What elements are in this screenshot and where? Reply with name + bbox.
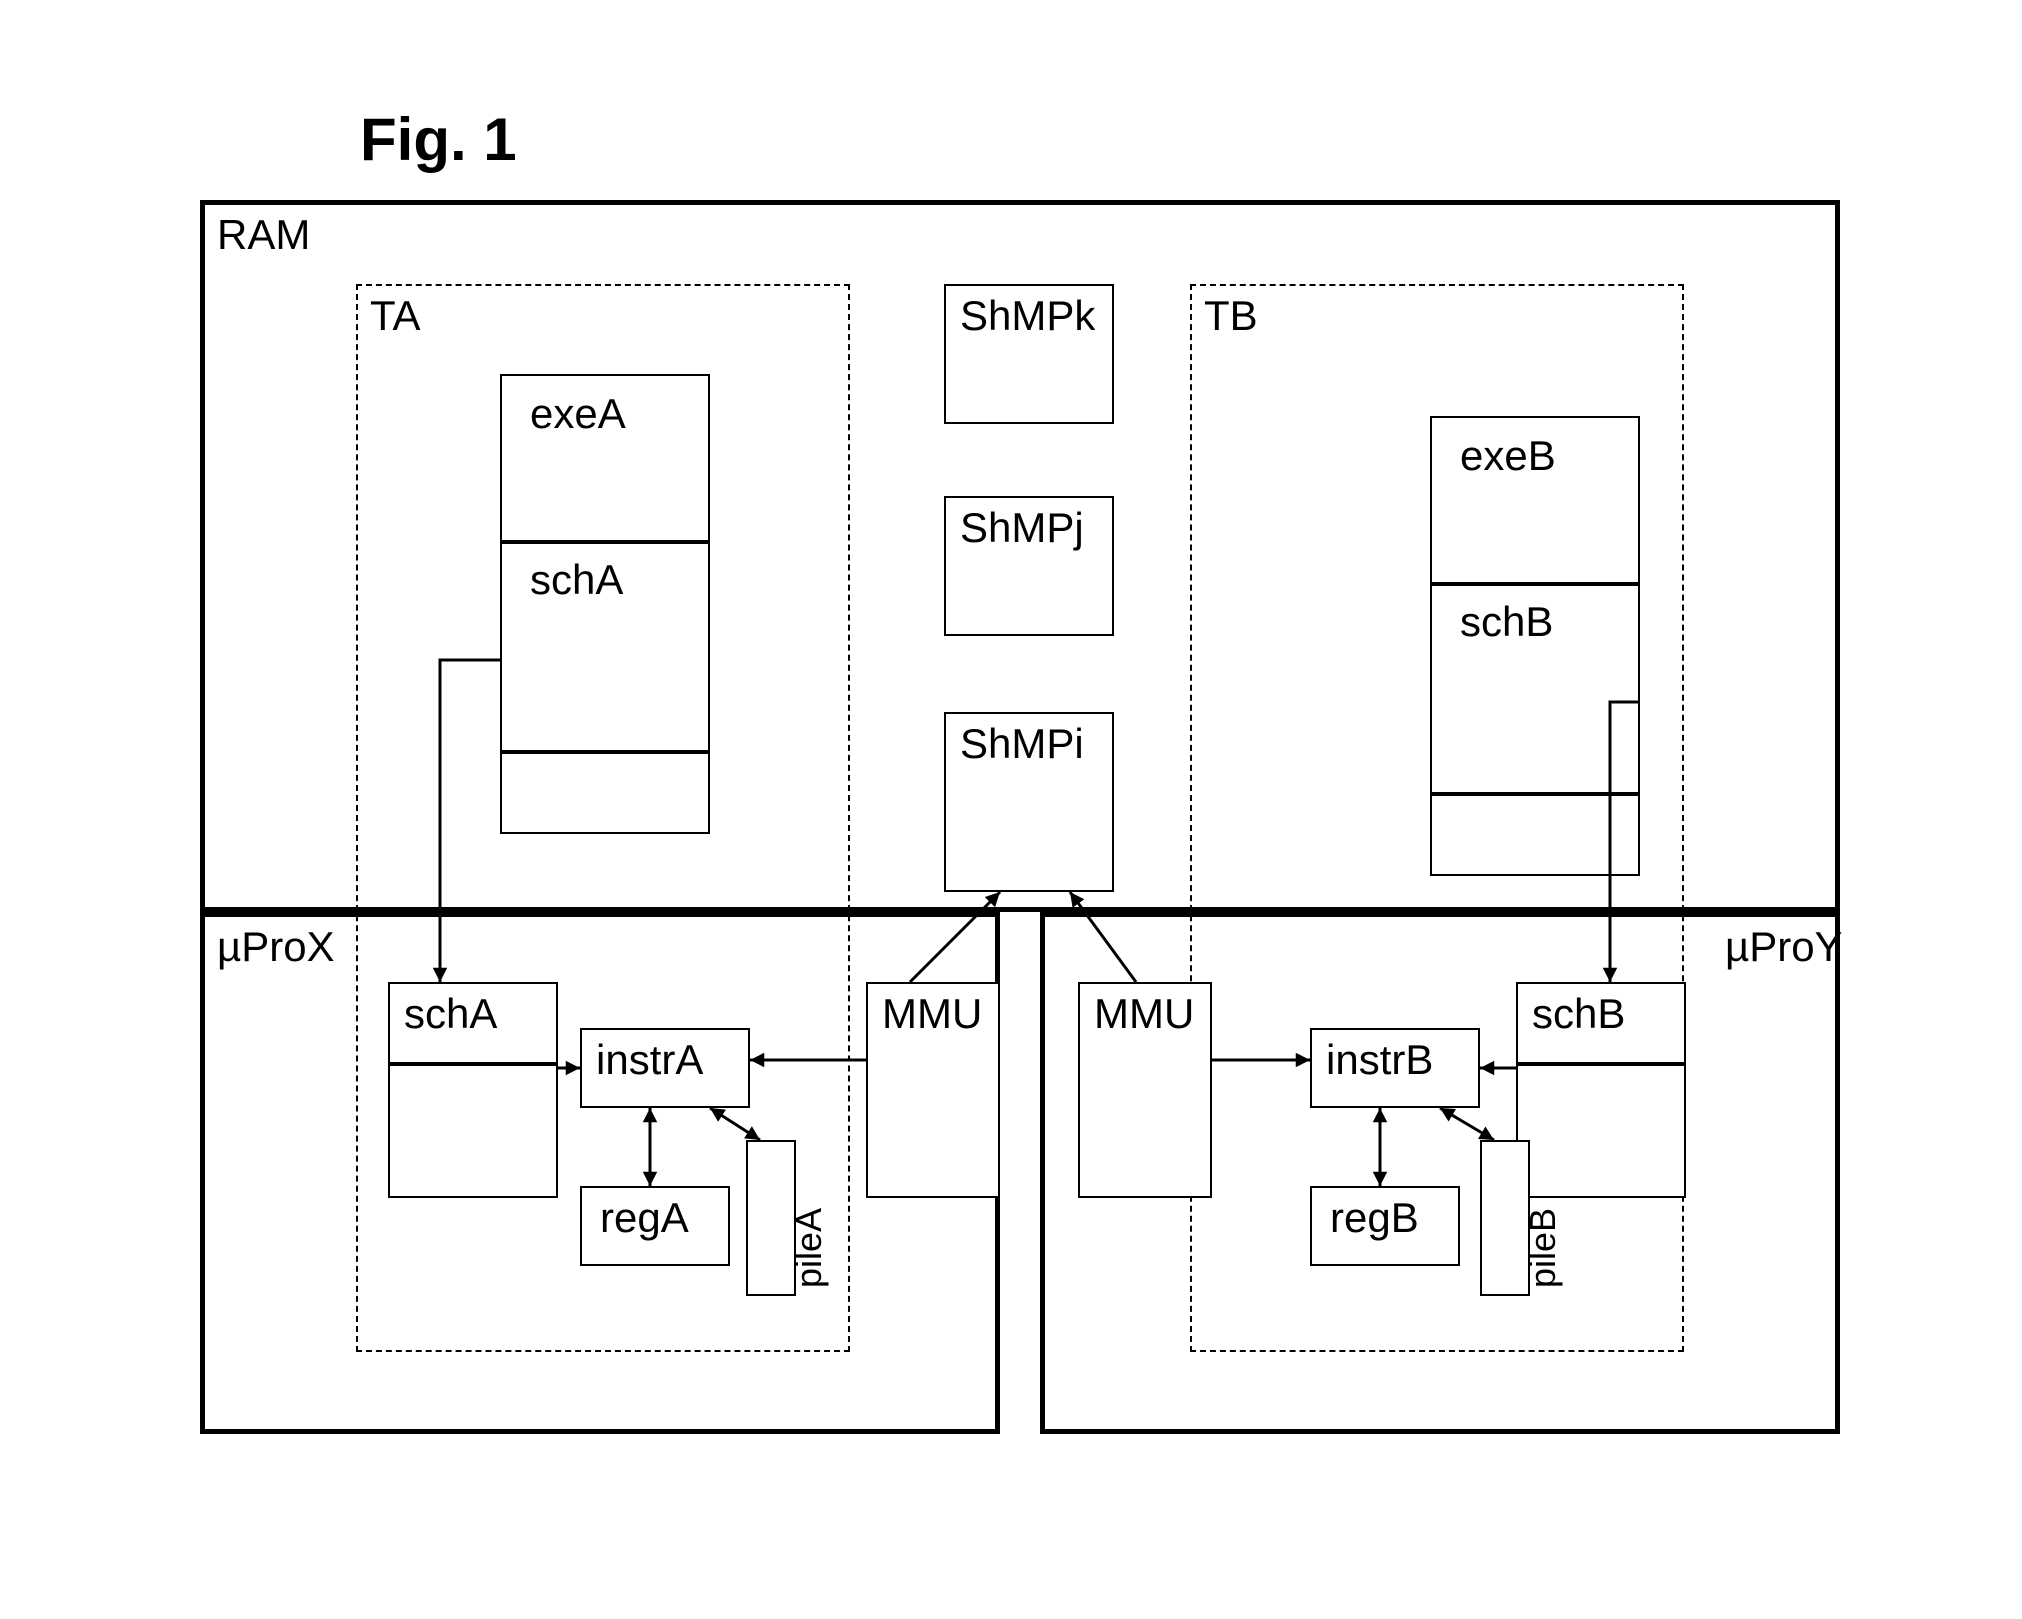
stack-a-sep1	[500, 540, 710, 544]
schB-up-label: schB	[1460, 598, 1553, 646]
ta-label: TA	[370, 292, 421, 340]
pileA-box: pileA	[746, 1140, 796, 1296]
regB-label: regB	[1330, 1194, 1419, 1242]
exeB-label: exeB	[1460, 432, 1556, 480]
instrA-box: instrA	[580, 1028, 750, 1108]
shmpi-block: ShMPi	[944, 712, 1114, 892]
regB-box: regB	[1310, 1186, 1460, 1266]
stack-b-sep2	[1430, 792, 1640, 796]
schB-box-label: schB	[1532, 990, 1625, 1038]
shmpk-block: ShMPk	[944, 284, 1114, 424]
schA-box: schA	[388, 982, 558, 1198]
schB-sep	[1516, 1062, 1686, 1066]
tb-label: TB	[1204, 292, 1258, 340]
mmuY-box: MMU	[1078, 982, 1212, 1198]
pileA-label: pileA	[788, 1208, 830, 1288]
pileB-label: pileB	[1522, 1208, 1564, 1288]
mmuX-label: MMU	[882, 990, 982, 1038]
instrA-label: instrA	[596, 1036, 703, 1084]
uprox-label: µProX	[217, 923, 335, 971]
exeA-label: exeA	[530, 390, 626, 438]
pileB-box: pileB	[1480, 1140, 1530, 1296]
shmpj-label: ShMPj	[960, 504, 1084, 552]
stack-a-sep2	[500, 750, 710, 754]
schA-sep	[388, 1062, 558, 1066]
mmuY-label: MMU	[1094, 990, 1194, 1038]
figure-title: Fig. 1	[360, 105, 517, 174]
regA-label: regA	[600, 1194, 689, 1242]
mmuX-box: MMU	[866, 982, 1000, 1198]
shmpi-label: ShMPi	[960, 720, 1084, 768]
shmpj-block: ShMPj	[944, 496, 1114, 636]
stack-b-sep1	[1430, 582, 1640, 586]
schB-box: schB	[1516, 982, 1686, 1198]
instrB-label: instrB	[1326, 1036, 1433, 1084]
shmpk-label: ShMPk	[960, 292, 1095, 340]
figure-canvas: Fig. 1 RAM µProX µProY TA TB ShMPk ShMPj…	[0, 0, 2022, 1619]
schA-up-label: schA	[530, 556, 623, 604]
uproy-label: µProY	[1725, 923, 1843, 971]
instrB-box: instrB	[1310, 1028, 1480, 1108]
stack-a	[500, 374, 710, 834]
stack-b	[1430, 416, 1640, 876]
schA-box-label: schA	[404, 990, 497, 1038]
ram-label: RAM	[217, 211, 310, 259]
regA-box: regA	[580, 1186, 730, 1266]
